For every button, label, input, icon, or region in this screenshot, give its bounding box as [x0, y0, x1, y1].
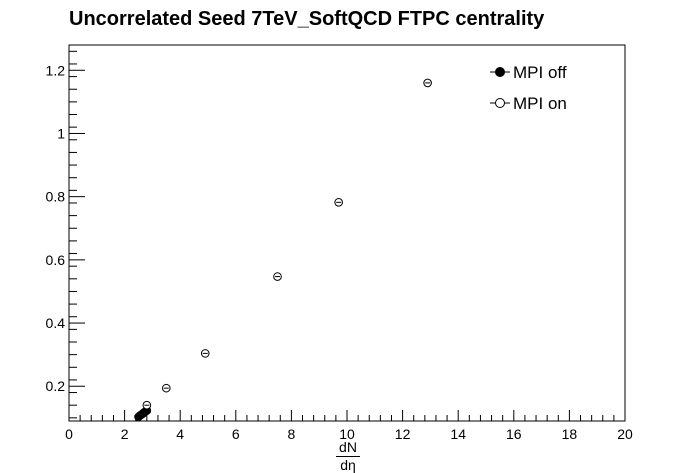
y-tick-label: 0.2: [46, 378, 66, 394]
y-tick-label: 0.6: [46, 252, 66, 268]
legend-marker: [495, 98, 505, 108]
x-tick-label: 8: [288, 426, 296, 442]
data-points: [134, 78, 432, 422]
legend-label: MPI on: [513, 94, 567, 113]
legend-marker: [495, 67, 505, 77]
legend-label: MPI off: [513, 63, 567, 82]
chart-title: Uncorrelated Seed 7TeV_SoftQCD FTPC cent…: [69, 8, 545, 30]
y-tick-label: 0.8: [46, 189, 66, 205]
x-tick-label: 6: [232, 426, 240, 442]
x-tick-label: 12: [395, 426, 411, 442]
y-tick-label: 0.4: [46, 315, 66, 331]
x-tick-label: 16: [506, 426, 522, 442]
x-axis-label: dN dη: [336, 440, 360, 473]
x-axis-label-numerator: dN: [336, 440, 360, 457]
legend: MPI off MPI on: [490, 63, 567, 113]
x-axis-label-denominator: dη: [340, 457, 356, 473]
x-tick-label: 4: [176, 426, 184, 442]
x-tick-label: 2: [121, 426, 129, 442]
x-tick-label: 10: [339, 426, 355, 442]
y-tick-label: 1.2: [46, 62, 66, 78]
y-axis: 0.2 0.4 0.6 0.8 1 1.2: [46, 50, 85, 419]
y-tick-label: 1: [57, 125, 65, 141]
x-tick-label: 0: [65, 426, 73, 442]
x-axis: 0 2 4 6 8 10 12 14 16 18 20: [65, 410, 633, 442]
x-tick-label: 18: [562, 426, 578, 442]
x-tick-label: 14: [450, 426, 466, 442]
x-tick-label: 20: [617, 426, 633, 442]
